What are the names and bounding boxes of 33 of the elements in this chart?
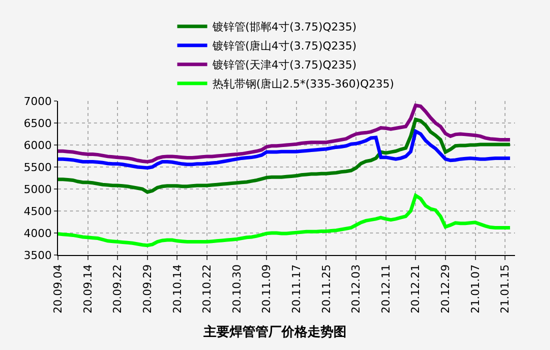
x-tick-label: 20.10.14 bbox=[170, 264, 184, 314]
x-tick-label: 20.09.29 bbox=[140, 264, 154, 314]
x-tick-label: 20.09.22 bbox=[111, 264, 124, 314]
line-series bbox=[58, 194, 512, 248]
x-tick-label: 21.01.15 bbox=[498, 264, 512, 314]
x-tick-label: 20.11.25 bbox=[320, 264, 333, 314]
x-tick-label: 20.12.03 bbox=[350, 264, 363, 314]
x-tick-label: 20.09.04 bbox=[52, 264, 65, 314]
line-series bbox=[58, 118, 512, 194]
legend-label: 镀锌管(唐山4寸(3.75)Q235) bbox=[211, 40, 357, 53]
x-tick-label: 20.11.17 bbox=[290, 264, 304, 314]
y-tick-label: 6500 bbox=[24, 116, 52, 130]
x-tick-label: 20.11.09 bbox=[260, 264, 274, 314]
legend-label: 镀锌管(天津4寸(3.75)Q235) bbox=[211, 58, 357, 72]
legend-label: 热轧带钢(唐山2.5*(335-360)Q235) bbox=[212, 78, 394, 91]
line-series bbox=[58, 130, 512, 170]
x-tick-label: 21.01.07 bbox=[468, 264, 482, 314]
y-tick-label: 3500 bbox=[24, 248, 52, 262]
y-tick-label: 7000 bbox=[24, 94, 52, 108]
y-tick-label: 4000 bbox=[24, 226, 52, 240]
legend-label: 镀锌管(邯郸4寸(3.75)Q235) bbox=[211, 20, 357, 34]
x-tick-label: 20.12.29 bbox=[439, 264, 452, 314]
y-tick-label: 6000 bbox=[24, 138, 52, 152]
line-series bbox=[58, 104, 512, 164]
y-tick-label: 5000 bbox=[24, 182, 52, 196]
x-tick-label: 20.09.14 bbox=[81, 264, 94, 314]
y-tick-label: 5500 bbox=[24, 160, 52, 174]
text: 主要焊管管厂价格走势图 bbox=[202, 324, 346, 340]
x-tick-label: 20.12.11 bbox=[379, 264, 392, 314]
y-tick-label: 4500 bbox=[24, 204, 52, 218]
x-tick-label: 20.10.22 bbox=[200, 264, 214, 314]
x-tick-label: 20.10.30 bbox=[230, 264, 244, 314]
x-tick-label: 20.12.21 bbox=[409, 264, 422, 314]
